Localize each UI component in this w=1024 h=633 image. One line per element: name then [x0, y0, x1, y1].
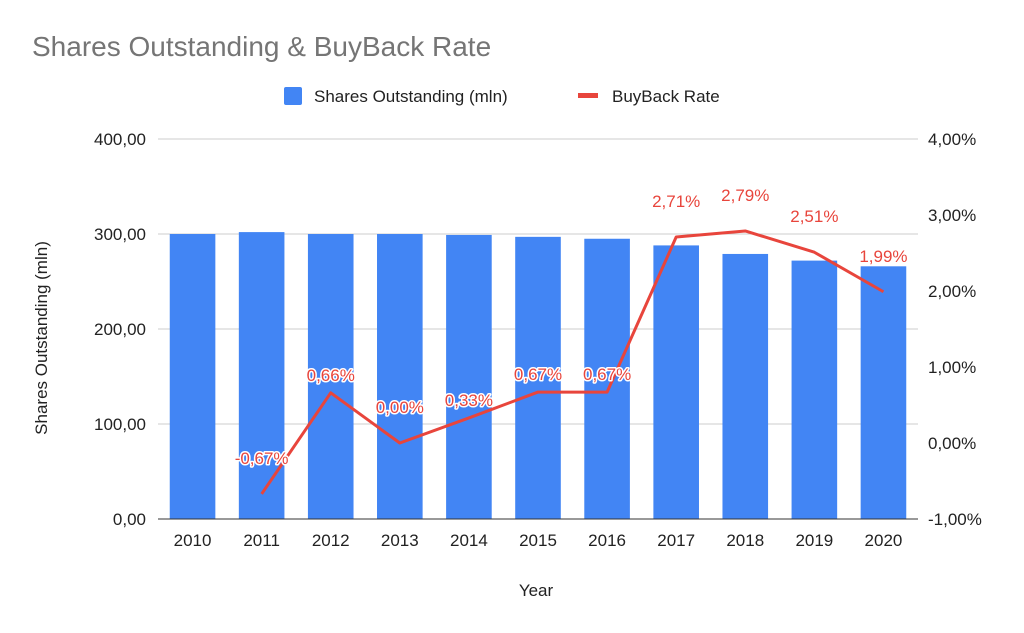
x-axis-title: Year [519, 581, 554, 600]
bars [169, 232, 907, 519]
y2-tick-label: 4,00% [928, 130, 976, 149]
bar [446, 234, 492, 519]
buyback-data-label: 0,67% [583, 365, 631, 384]
y2-tick-label: 1,00% [928, 358, 976, 377]
x-tick-label: 2014 [450, 531, 488, 550]
buyback-line [260, 229, 885, 495]
y2-tick-label: 3,00% [928, 206, 976, 225]
y2-tick-label: 2,00% [928, 282, 976, 301]
y2-tick-label: 0,00% [928, 434, 976, 453]
x-tick-label: 2017 [657, 531, 695, 550]
x-tick-label: 2020 [865, 531, 903, 550]
x-tick-label: 2013 [381, 531, 419, 550]
bar [722, 253, 769, 519]
y2-tick-label: -1,00% [928, 510, 982, 529]
bar [169, 234, 216, 519]
bar [515, 236, 561, 519]
x-tick-label: 2010 [174, 531, 212, 550]
buyback-data-label: 2,51% [790, 207, 838, 226]
buyback-data-label: 2,71% [652, 192, 700, 211]
bar [307, 234, 354, 519]
bar [377, 234, 423, 519]
y-axis-left-ticks: 0,00 100,00 200,00 300,00 400,00 [94, 130, 146, 529]
bar [791, 260, 838, 519]
chart-title: Shares Outstanding & BuyBack Rate [32, 31, 491, 62]
bar [584, 238, 630, 519]
y-axis-title: Shares Outstanding (mln) [32, 241, 51, 435]
x-tick-label: 2012 [312, 531, 350, 550]
bar [860, 266, 907, 519]
buyback-data-label: -0,67% [235, 449, 289, 468]
y-tick-label: 100,00 [94, 415, 146, 434]
legend-swatch-buyback [578, 93, 598, 98]
buyback-data-label: 0,00% [376, 398, 424, 417]
x-tick-label: 2018 [726, 531, 764, 550]
x-tick-label: 2019 [795, 531, 833, 550]
x-tick-label: 2015 [519, 531, 557, 550]
bar [653, 245, 699, 519]
legend-swatch-shares [284, 87, 302, 105]
buyback-data-label: 0,66% [307, 366, 355, 385]
x-tick-label: 2011 [243, 531, 280, 550]
y-axis-right-ticks: -1,00% 0,00% 1,00% 2,00% 3,00% 4,00% [928, 130, 982, 529]
buyback-data-labels: -0,67% 0,66% 0,00% 0,33% 0,67% 0,67% 2,71% 2,79… [233, 184, 909, 469]
buyback-data-label: 0,33% [445, 391, 493, 410]
buyback-data-label: 1,99% [859, 247, 907, 266]
y-tick-label: 400,00 [94, 130, 146, 149]
buyback-data-label: 2,79% [721, 186, 769, 205]
bar [238, 232, 285, 519]
y-tick-label: 200,00 [94, 320, 146, 339]
y-tick-label: 0,00 [113, 510, 146, 529]
x-axis-ticks: 2010 2011 2012 2013 2014 2015 2016 2017 2018 2019… [174, 531, 903, 550]
buyback-data-label: 0,67% [514, 365, 562, 384]
y-tick-label: 300,00 [94, 225, 146, 244]
buyback-line-series [260, 229, 885, 495]
legend-label-shares: Shares Outstanding (mln) [314, 87, 508, 106]
x-tick-label: 2016 [588, 531, 626, 550]
legend: Shares Outstanding (mln) BuyBack Rate [284, 87, 720, 106]
legend-label-buyback: BuyBack Rate [612, 87, 720, 106]
